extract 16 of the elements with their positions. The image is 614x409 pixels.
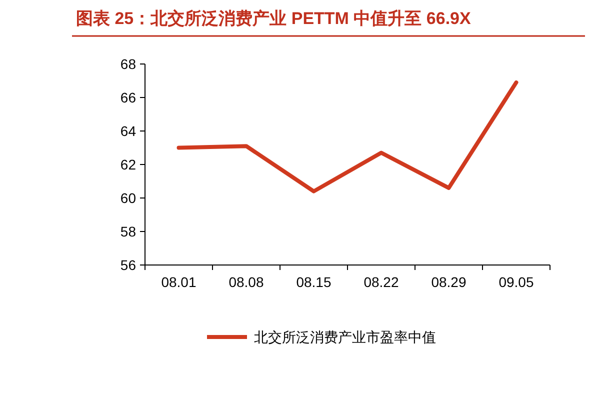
y-tick-label: 68	[120, 56, 136, 72]
x-tick-label: 08.29	[431, 274, 466, 290]
x-tick-label: 08.15	[296, 274, 332, 290]
y-tick-label: 66	[120, 90, 136, 106]
x-tick-label: 08.01	[161, 274, 196, 290]
x-tick-label: 08.22	[364, 274, 399, 290]
chart-title: 图表 25：北交所泛消费产业 PETTM 中值升至 66.9X	[76, 9, 472, 28]
x-tick-label: 08.08	[228, 274, 264, 290]
y-tick-label: 64	[120, 123, 136, 139]
y-tick-label: 58	[120, 224, 136, 240]
x-tick-label: 09.05	[498, 274, 534, 290]
y-tick-label: 62	[120, 156, 136, 172]
legend-label: 北交所泛消费产业市盈率中值	[254, 329, 436, 345]
line-series	[176, 80, 518, 194]
y-tick-label: 56	[120, 257, 136, 273]
y-tick-label: 60	[120, 190, 136, 206]
